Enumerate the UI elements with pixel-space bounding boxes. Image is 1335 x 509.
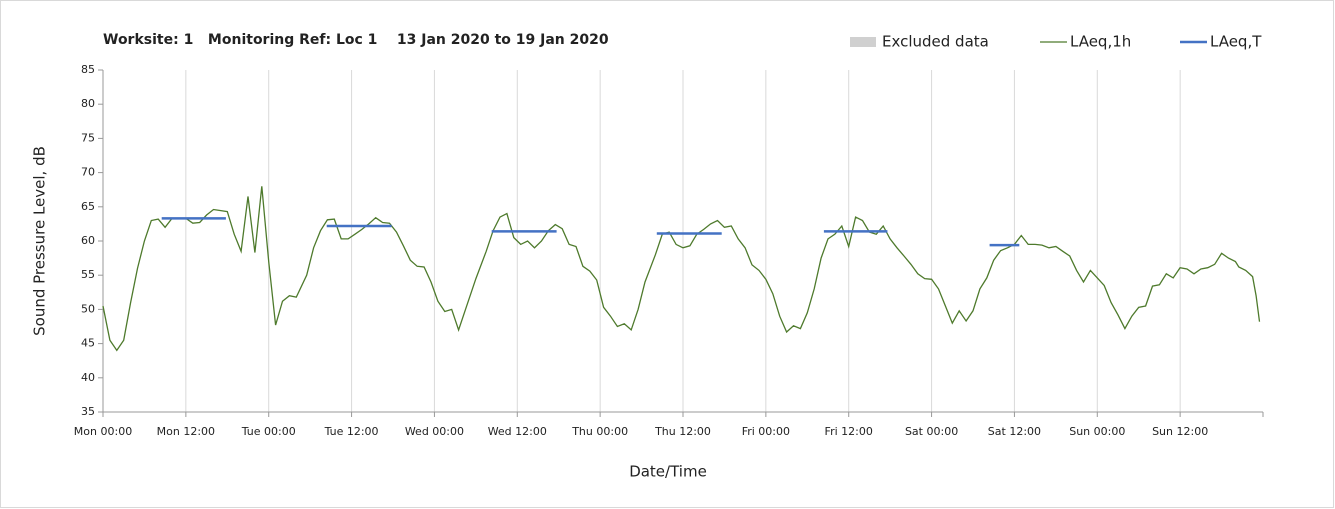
- y-tick-label: 65: [81, 200, 95, 213]
- x-tick-label: Sat 12:00: [988, 425, 1041, 438]
- x-tick-label: Tue 12:00: [324, 425, 379, 438]
- y-tick-label: 50: [81, 302, 95, 315]
- x-tick-label: Fri 12:00: [825, 425, 873, 438]
- x-tick-label: Mon 00:00: [74, 425, 132, 438]
- x-tick-label: Sat 00:00: [905, 425, 958, 438]
- x-tick-label: Wed 12:00: [488, 425, 547, 438]
- x-tick-label: Sun 00:00: [1069, 425, 1125, 438]
- y-tick-label: 80: [81, 97, 95, 110]
- y-tick-label: 35: [81, 405, 95, 418]
- x-tick-label: Sun 12:00: [1152, 425, 1208, 438]
- legend-label: LAeq,1h: [1070, 33, 1131, 51]
- y-tick-label: 70: [81, 166, 95, 179]
- y-tick-label: 75: [81, 131, 95, 144]
- x-tick-label: Tue 00:00: [241, 425, 296, 438]
- y-tick-label: 45: [81, 337, 95, 350]
- x-tick-label: Fri 00:00: [742, 425, 790, 438]
- chart-title: Worksite: 1 Monitoring Ref: Loc 1 13 Jan…: [103, 32, 609, 48]
- legend-swatch: [850, 37, 876, 47]
- y-tick-label: 55: [81, 268, 95, 281]
- y-tick-label: 85: [81, 63, 95, 76]
- legend-label: LAeq,T: [1210, 33, 1262, 51]
- x-axis-label: Date/Time: [629, 463, 707, 481]
- y-tick-label: 60: [81, 234, 95, 247]
- data-line: [161, 217, 1020, 247]
- x-tick-label: Mon 12:00: [157, 425, 215, 438]
- x-tick-label: Wed 00:00: [405, 425, 464, 438]
- x-tick-label: Thu 00:00: [571, 425, 628, 438]
- y-tick-label: 40: [81, 371, 95, 384]
- legend-label: Excluded data: [882, 33, 989, 51]
- y-axis-label: Sound Pressure Level, dB: [31, 146, 49, 336]
- x-tick-label: Thu 12:00: [654, 425, 711, 438]
